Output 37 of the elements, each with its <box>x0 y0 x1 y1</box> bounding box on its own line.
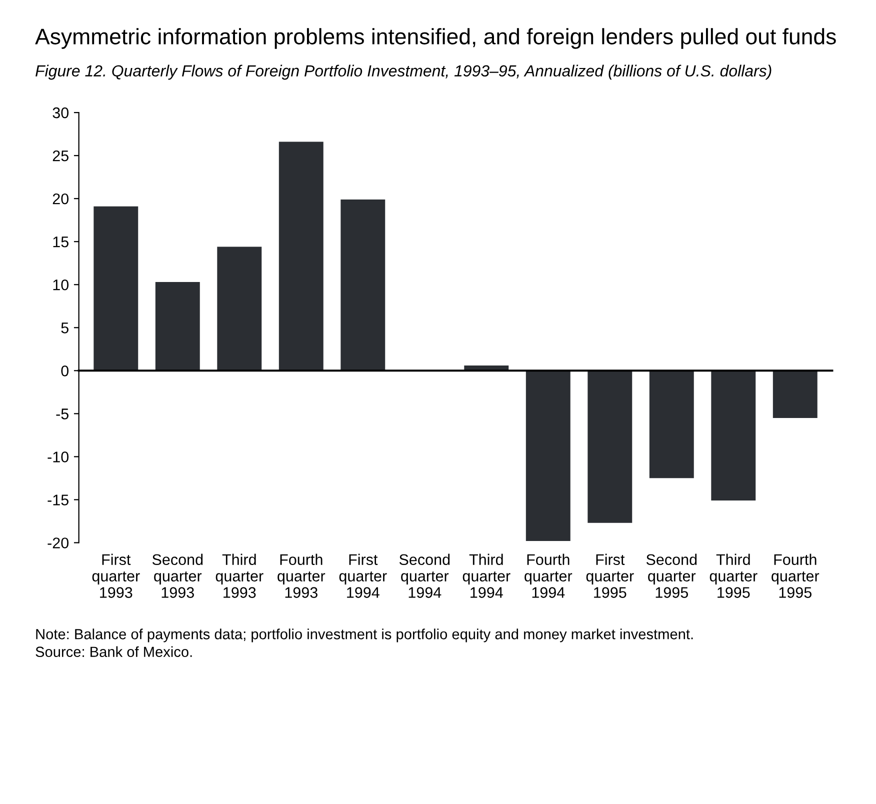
x-tick-label: First quarter 1995 <box>586 554 634 598</box>
chart-subtitle: Figure 12. Quarterly Flows of Foreign Portfolio Investment, 1993–95, Annualized (billions of U.S. dollars) <box>36 64 772 80</box>
y-tick-label: 5 <box>61 322 68 334</box>
bar <box>526 370 570 541</box>
y-tick-label: 25 <box>52 150 68 162</box>
text: Note: Balance of payments data; portfolio investment is portfolio equity and money market investment. <box>36 628 693 642</box>
bar <box>155 282 200 371</box>
bar <box>340 199 386 371</box>
x-tick-label: Second quarter 1995 <box>646 554 697 598</box>
x-tick-label: Fourth quarter 1995 <box>772 554 820 598</box>
bar <box>711 370 756 501</box>
x-tick-label: Fourth quarter 1993 <box>278 554 326 598</box>
x-tick-label: Second quarter 1993 <box>152 554 203 598</box>
bar <box>94 206 138 371</box>
source-note: Source: Bank of Mexico. <box>36 646 192 658</box>
bar <box>649 370 694 478</box>
y-tick-label: 15 <box>53 236 68 248</box>
x-tick-label: Third quarter 1994 <box>462 554 510 598</box>
x-tick-label: First quarter 1994 <box>339 554 387 598</box>
x-tick-label: Second quarter 1994 <box>399 554 450 598</box>
chart-title: Asymmetric information problems intensified, and foreign lenders pulled out funds <box>35 28 836 49</box>
x-tick-label: Fourth quarter 1994 <box>524 554 572 598</box>
x-tick-label: First quarter 1993 <box>92 554 140 598</box>
y-tick-label: 10 <box>53 279 69 290</box>
bar <box>772 370 818 418</box>
bar <box>278 142 324 371</box>
x-tick-label: Third quarter 1993 <box>216 554 264 598</box>
bar <box>217 246 262 371</box>
y-tick-label: -10 <box>48 452 69 462</box>
y-tick-label: -5 <box>56 408 68 420</box>
y-tick-label: -20 <box>48 538 69 548</box>
x-tick-label: Third quarter 1995 <box>710 554 758 598</box>
bar <box>588 370 632 523</box>
y-tick-label: 30 <box>52 107 69 118</box>
y-tick-label: 0 <box>61 366 69 376</box>
y-tick-label: 20 <box>52 193 69 204</box>
y-tick-label: -15 <box>48 494 68 506</box>
